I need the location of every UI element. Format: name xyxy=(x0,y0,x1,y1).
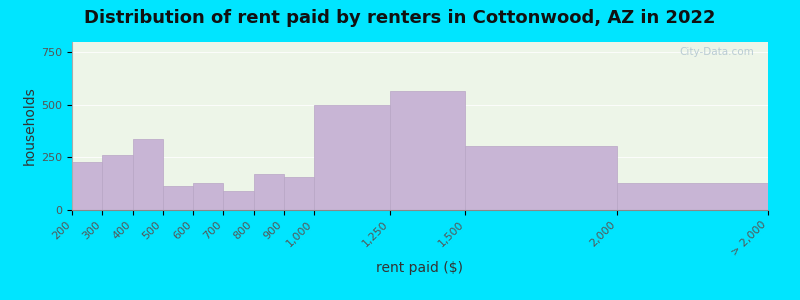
Bar xyxy=(254,174,284,210)
X-axis label: rent paid ($): rent paid ($) xyxy=(377,261,463,275)
Bar xyxy=(223,191,254,210)
Bar xyxy=(162,186,193,210)
Y-axis label: households: households xyxy=(23,87,37,165)
Text: City-Data.com: City-Data.com xyxy=(679,47,754,57)
Bar xyxy=(133,139,162,210)
Bar xyxy=(314,105,390,210)
Bar xyxy=(466,146,617,210)
Bar xyxy=(284,177,314,210)
Bar xyxy=(72,162,102,210)
Bar xyxy=(102,155,133,210)
Text: Distribution of rent paid by renters in Cottonwood, AZ in 2022: Distribution of rent paid by renters in … xyxy=(84,9,716,27)
Bar xyxy=(390,91,466,210)
Bar xyxy=(617,183,768,210)
Bar xyxy=(193,183,223,210)
